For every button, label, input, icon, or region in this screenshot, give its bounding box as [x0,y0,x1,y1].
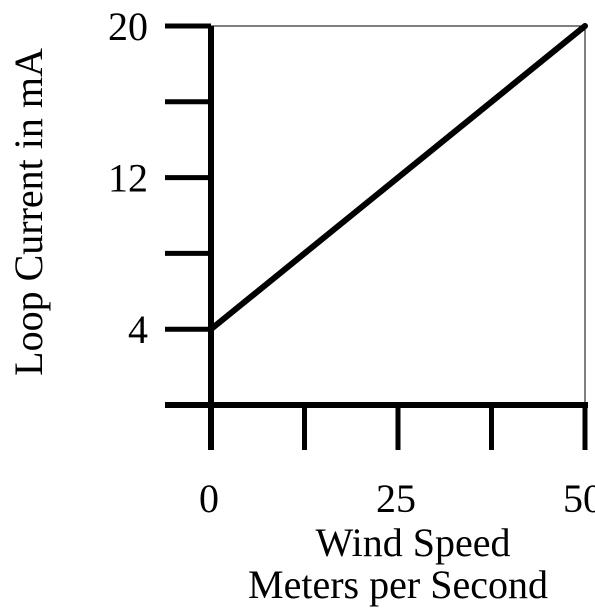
x-tick-label: 0 [199,476,219,521]
x-axis-label-line-2: Meters per Second [248,562,548,607]
x-axis-label-line-1: Wind Speed [315,520,510,565]
series-line-0 [208,23,588,333]
tick-labels: 4 12 20 0 25 50 [108,4,595,521]
x-tick-label: 25 [376,476,416,521]
series-layer [208,23,588,333]
y-tick-label: 4 [128,307,148,352]
axis-ticks [165,23,588,450]
axes [165,26,588,450]
y-tick-label: 20 [108,4,148,49]
y-axis-label: Loop Current in mA [6,48,51,376]
y-tick-label: 12 [108,156,148,201]
x-tick-label: 50 [563,476,595,521]
plot-frame [211,25,586,405]
